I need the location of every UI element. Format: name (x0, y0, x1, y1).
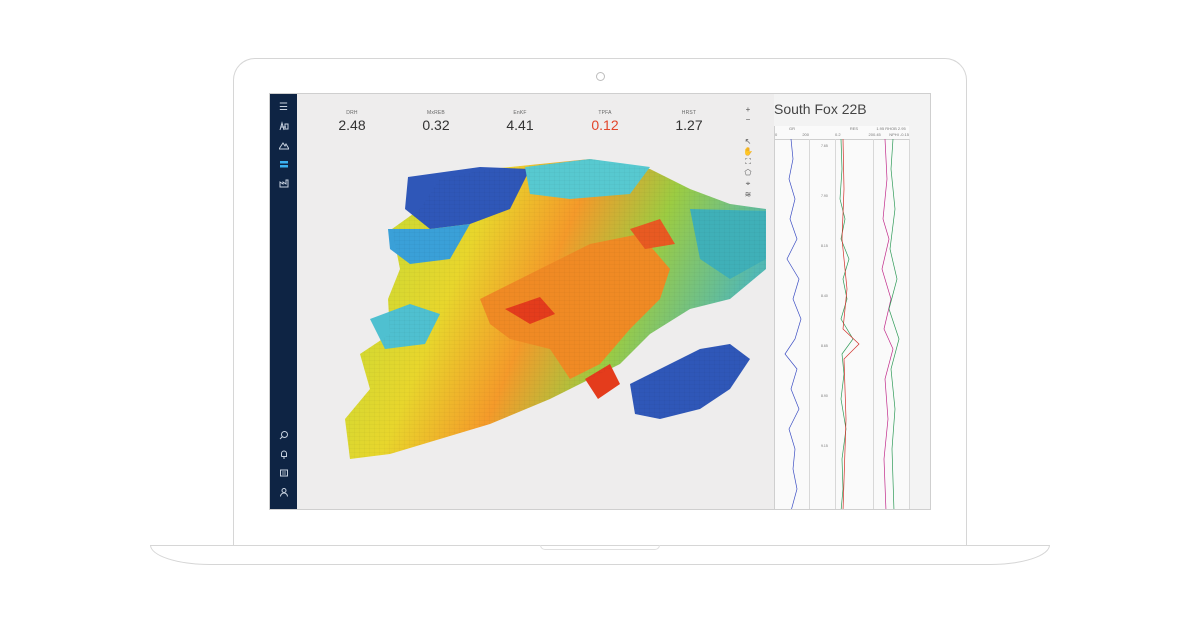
metric-value: 1.27 (675, 117, 703, 133)
zoom-out-icon[interactable]: − (745, 115, 751, 124)
track-label: 1.95 RHOB 2.95 (876, 126, 906, 131)
depth-label: 9.15 (821, 444, 828, 448)
track-header-depth (809, 126, 835, 140)
pointer-icon[interactable]: ↖ (744, 137, 752, 146)
metric-value: 4.41 (506, 117, 534, 133)
metric-label: DRH (346, 110, 358, 116)
app-screen: ☰ DRH 2.48 MxREB (269, 93, 931, 510)
track-header-gr: GR 0 200 (775, 126, 809, 140)
well-title: South Fox 22B (774, 101, 867, 117)
depth-label: 8.40 (821, 294, 828, 298)
track-scale-max: NPHI -0.15 (889, 132, 909, 137)
depth-label: 7.90 (821, 194, 828, 198)
zoom-in-icon[interactable]: + (745, 105, 751, 114)
track-scale-min: 0.45 (873, 132, 881, 137)
well-log-tracks[interactable]: GR 0 200 RES 0.2 20 1.95 RHOB 2.95 0.45 NPH… (774, 126, 910, 509)
depth-label: 8.15 (821, 244, 828, 248)
track-res (835, 138, 874, 509)
well-panel: South Fox 22B GR 0 200 RES 0.2 20 1.95 RHO… (774, 94, 930, 509)
metric-value: 0.12 (591, 117, 619, 133)
track-scale-max: 200 (802, 132, 809, 137)
laptop-notch (540, 545, 660, 550)
depth-label: 8.90 (821, 394, 828, 398)
metric-label: MxREB (427, 110, 445, 116)
metric-mxreb: MxREB 0.32 (406, 110, 466, 133)
depth-label: 8.65 (821, 344, 828, 348)
layers-icon[interactable] (276, 159, 291, 171)
reservoir-3d-map[interactable] (330, 149, 766, 479)
hand-icon[interactable]: ✋ (743, 147, 753, 156)
layers-icon[interactable]: ≋ (744, 190, 752, 199)
chat-icon[interactable] (276, 468, 291, 480)
metric-label: EnKF (513, 110, 527, 116)
track-gr (775, 138, 810, 509)
metric-value: 2.48 (338, 117, 366, 133)
metrics-bar: DRH 2.48 MxREB 0.32 EnKF 4.41 TPFA 0.12 … (332, 110, 712, 140)
rhob-curve (881, 138, 900, 509)
search-icon[interactable] (276, 430, 291, 442)
menu-icon[interactable]: ☰ (279, 102, 288, 113)
track-header-res: RES 0.2 20 (835, 126, 873, 140)
track-label: GR (789, 126, 795, 131)
factory-icon[interactable] (276, 178, 291, 190)
metric-label: HRST (681, 110, 697, 116)
camera-icon (596, 72, 605, 81)
track-label: RES (849, 126, 859, 131)
terrain-icon[interactable] (276, 140, 291, 152)
metric-tpfa: TPFA 0.12 (575, 110, 635, 133)
track-rhob (873, 138, 910, 509)
track-scale-max: 20 (868, 132, 873, 137)
pin-icon[interactable]: ⌖ (745, 179, 751, 188)
metric-enkf: EnKF 4.41 (490, 110, 550, 133)
metric-drh: DRH 2.48 (322, 110, 382, 133)
track-header-rhob: 1.95 RHOB 2.95 0.45 NPHI -0.15 (873, 126, 909, 140)
rig-icon[interactable] (276, 121, 291, 133)
track-scale-min: 0 (775, 132, 778, 137)
user-icon[interactable] (276, 487, 291, 499)
track-depth: 7.65 7.90 8.15 8.40 8.65 8.90 9.15 (809, 139, 836, 509)
track-scale-min: 0.2 (835, 132, 841, 137)
fit-icon[interactable]: ⛶ (745, 157, 751, 166)
metric-value: 0.32 (422, 117, 450, 133)
metric-label: TPFA (598, 110, 612, 116)
bell-icon[interactable] (276, 449, 291, 461)
depth-label: 7.65 (821, 144, 828, 148)
res-curve (839, 138, 860, 509)
metric-hrst: HRST 1.27 (659, 110, 719, 133)
polygon-icon[interactable]: ⬠ (744, 168, 752, 177)
sidebar: ☰ (270, 94, 297, 509)
gr-curve (784, 138, 802, 509)
